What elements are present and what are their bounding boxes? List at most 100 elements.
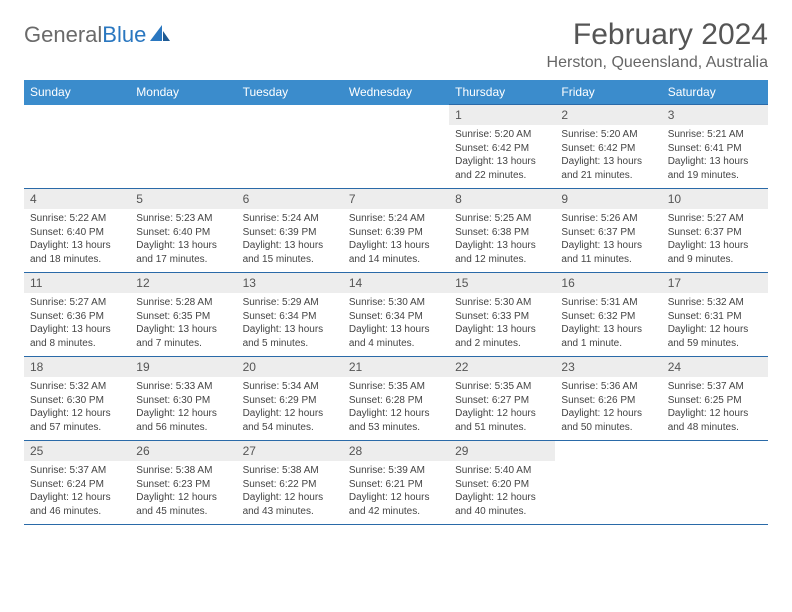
sunrise-line: Sunrise: 5:38 AM xyxy=(243,464,337,478)
calendar-cell: 18Sunrise: 5:32 AMSunset: 6:30 PMDayligh… xyxy=(24,357,130,441)
day-body: Sunrise: 5:23 AMSunset: 6:40 PMDaylight:… xyxy=(130,209,236,272)
day-number: 13 xyxy=(237,273,343,293)
daylight-line2: and 19 minutes. xyxy=(668,169,762,183)
sunrise-line: Sunrise: 5:30 AM xyxy=(455,296,549,310)
daylight-line2: and 48 minutes. xyxy=(668,421,762,435)
calendar-cell xyxy=(24,105,130,189)
calendar-cell: 14Sunrise: 5:30 AMSunset: 6:34 PMDayligh… xyxy=(343,273,449,357)
location: Herston, Queensland, Australia xyxy=(547,54,768,72)
daylight-line2: and 40 minutes. xyxy=(455,505,549,519)
calendar-cell: 17Sunrise: 5:32 AMSunset: 6:31 PMDayligh… xyxy=(662,273,768,357)
sunrise-line: Sunrise: 5:33 AM xyxy=(136,380,230,394)
calendar-row: 18Sunrise: 5:32 AMSunset: 6:30 PMDayligh… xyxy=(24,357,768,441)
daylight-line1: Daylight: 12 hours xyxy=(30,491,124,505)
sunset-line: Sunset: 6:42 PM xyxy=(561,142,655,156)
daylight-line2: and 14 minutes. xyxy=(349,253,443,267)
day-number: 8 xyxy=(449,189,555,209)
day-body: Sunrise: 5:20 AMSunset: 6:42 PMDaylight:… xyxy=(555,125,661,188)
day-number: 11 xyxy=(24,273,130,293)
daylight-line2: and 15 minutes. xyxy=(243,253,337,267)
sunset-line: Sunset: 6:30 PM xyxy=(136,394,230,408)
day-number: 6 xyxy=(237,189,343,209)
day-header: Tuesday xyxy=(237,80,343,105)
day-number: 12 xyxy=(130,273,236,293)
day-number: 9 xyxy=(555,189,661,209)
daylight-line2: and 43 minutes. xyxy=(243,505,337,519)
sunrise-line: Sunrise: 5:27 AM xyxy=(668,212,762,226)
day-body: Sunrise: 5:32 AMSunset: 6:30 PMDaylight:… xyxy=(24,377,130,440)
sunrise-line: Sunrise: 5:21 AM xyxy=(668,128,762,142)
calendar-cell: 21Sunrise: 5:35 AMSunset: 6:28 PMDayligh… xyxy=(343,357,449,441)
calendar-row: 4Sunrise: 5:22 AMSunset: 6:40 PMDaylight… xyxy=(24,189,768,273)
sunrise-line: Sunrise: 5:35 AM xyxy=(455,380,549,394)
sunset-line: Sunset: 6:38 PM xyxy=(455,226,549,240)
daylight-line1: Daylight: 12 hours xyxy=(243,407,337,421)
day-header: Monday xyxy=(130,80,236,105)
day-number: 7 xyxy=(343,189,449,209)
day-body: Sunrise: 5:25 AMSunset: 6:38 PMDaylight:… xyxy=(449,209,555,272)
daylight-line1: Daylight: 12 hours xyxy=(243,491,337,505)
day-header: Sunday xyxy=(24,80,130,105)
day-number: 2 xyxy=(555,105,661,125)
daylight-line2: and 51 minutes. xyxy=(455,421,549,435)
calendar-cell: 16Sunrise: 5:31 AMSunset: 6:32 PMDayligh… xyxy=(555,273,661,357)
day-number: 5 xyxy=(130,189,236,209)
sunset-line: Sunset: 6:39 PM xyxy=(349,226,443,240)
calendar-cell: 22Sunrise: 5:35 AMSunset: 6:27 PMDayligh… xyxy=(449,357,555,441)
daylight-line1: Daylight: 12 hours xyxy=(455,407,549,421)
daylight-line2: and 22 minutes. xyxy=(455,169,549,183)
sunrise-line: Sunrise: 5:22 AM xyxy=(30,212,124,226)
daylight-line1: Daylight: 12 hours xyxy=(455,491,549,505)
sunrise-line: Sunrise: 5:23 AM xyxy=(136,212,230,226)
calendar-cell: 24Sunrise: 5:37 AMSunset: 6:25 PMDayligh… xyxy=(662,357,768,441)
sunset-line: Sunset: 6:39 PM xyxy=(243,226,337,240)
sunset-line: Sunset: 6:24 PM xyxy=(30,478,124,492)
day-number: 3 xyxy=(662,105,768,125)
daylight-line2: and 46 minutes. xyxy=(30,505,124,519)
sunset-line: Sunset: 6:36 PM xyxy=(30,310,124,324)
day-body: Sunrise: 5:26 AMSunset: 6:37 PMDaylight:… xyxy=(555,209,661,272)
day-number: 22 xyxy=(449,357,555,377)
day-body: Sunrise: 5:30 AMSunset: 6:33 PMDaylight:… xyxy=(449,293,555,356)
calendar-cell: 9Sunrise: 5:26 AMSunset: 6:37 PMDaylight… xyxy=(555,189,661,273)
day-number: 25 xyxy=(24,441,130,461)
logo-text: GeneralBlue xyxy=(24,22,146,48)
day-body: Sunrise: 5:24 AMSunset: 6:39 PMDaylight:… xyxy=(343,209,449,272)
sunset-line: Sunset: 6:40 PM xyxy=(30,226,124,240)
sunset-line: Sunset: 6:35 PM xyxy=(136,310,230,324)
calendar-cell: 5Sunrise: 5:23 AMSunset: 6:40 PMDaylight… xyxy=(130,189,236,273)
sunset-line: Sunset: 6:40 PM xyxy=(136,226,230,240)
daylight-line1: Daylight: 13 hours xyxy=(668,239,762,253)
day-number: 16 xyxy=(555,273,661,293)
day-number: 14 xyxy=(343,273,449,293)
calendar-table: SundayMondayTuesdayWednesdayThursdayFrid… xyxy=(24,80,768,525)
daylight-line1: Daylight: 12 hours xyxy=(349,491,443,505)
day-body: Sunrise: 5:31 AMSunset: 6:32 PMDaylight:… xyxy=(555,293,661,356)
calendar-cell: 28Sunrise: 5:39 AMSunset: 6:21 PMDayligh… xyxy=(343,441,449,525)
day-header: Saturday xyxy=(662,80,768,105)
daylight-line2: and 5 minutes. xyxy=(243,337,337,351)
daylight-line1: Daylight: 12 hours xyxy=(136,491,230,505)
day-number: 18 xyxy=(24,357,130,377)
calendar-cell: 27Sunrise: 5:38 AMSunset: 6:22 PMDayligh… xyxy=(237,441,343,525)
sunrise-line: Sunrise: 5:37 AM xyxy=(30,464,124,478)
day-number: 15 xyxy=(449,273,555,293)
daylight-line2: and 17 minutes. xyxy=(136,253,230,267)
calendar-cell xyxy=(555,441,661,525)
calendar-header-row: SundayMondayTuesdayWednesdayThursdayFrid… xyxy=(24,80,768,105)
day-header: Wednesday xyxy=(343,80,449,105)
sunset-line: Sunset: 6:33 PM xyxy=(455,310,549,324)
daylight-line1: Daylight: 13 hours xyxy=(455,239,549,253)
calendar-cell: 8Sunrise: 5:25 AMSunset: 6:38 PMDaylight… xyxy=(449,189,555,273)
empty-cell xyxy=(662,441,768,499)
daylight-line2: and 57 minutes. xyxy=(30,421,124,435)
daylight-line2: and 8 minutes. xyxy=(30,337,124,351)
sunrise-line: Sunrise: 5:32 AM xyxy=(668,296,762,310)
day-number: 26 xyxy=(130,441,236,461)
day-body: Sunrise: 5:38 AMSunset: 6:22 PMDaylight:… xyxy=(237,461,343,524)
daylight-line1: Daylight: 12 hours xyxy=(136,407,230,421)
day-body: Sunrise: 5:20 AMSunset: 6:42 PMDaylight:… xyxy=(449,125,555,188)
daylight-line1: Daylight: 13 hours xyxy=(136,239,230,253)
daylight-line1: Daylight: 12 hours xyxy=(668,323,762,337)
day-body: Sunrise: 5:36 AMSunset: 6:26 PMDaylight:… xyxy=(555,377,661,440)
